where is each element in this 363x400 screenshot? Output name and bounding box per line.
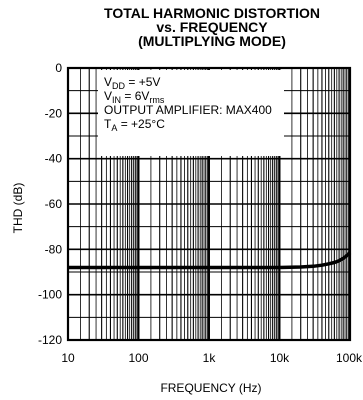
x-tick-label: 1k xyxy=(203,351,217,365)
y-tick-labels: 0 -20 -40 -60 -80 -100 -120 xyxy=(38,61,62,347)
condition-line: VIN = 6Vrms xyxy=(104,89,165,105)
x-tick-label: 10k xyxy=(270,351,290,365)
title-line: (MULTIPLYING MODE) xyxy=(138,33,286,49)
condition-line: VDD = +5V xyxy=(104,75,160,91)
conditions-background xyxy=(98,70,284,156)
y-axis-label: THD (dB) xyxy=(11,183,25,234)
y-tick-label: -40 xyxy=(45,152,63,166)
plot-border xyxy=(66,66,352,342)
y-tick-label: 0 xyxy=(55,61,62,75)
x-tick-label: 100 xyxy=(128,351,148,365)
series xyxy=(68,251,352,270)
title-line: TOTAL HARMONIC DISTORTION xyxy=(104,5,320,21)
condition-line: TA = +25°C xyxy=(104,117,165,133)
y-tick-label: -100 xyxy=(38,288,62,302)
x-axis-label: FREQUENCY (Hz) xyxy=(160,381,261,395)
y-tick-label: -80 xyxy=(45,242,63,256)
title-line: vs. FREQUENCY xyxy=(156,19,268,35)
condition-line: OUTPUT AMPLIFIER: MAX400 xyxy=(104,103,272,117)
thd-series-line xyxy=(68,251,352,270)
x-tick-labels: 10 100 1k 10k 100k xyxy=(61,351,363,365)
plot-frame xyxy=(66,66,352,342)
x-tick-label: 100k xyxy=(336,351,363,365)
y-tick-label: -20 xyxy=(45,106,63,120)
y-tick-label: -60 xyxy=(45,197,63,211)
x-tick-label: 10 xyxy=(61,351,75,365)
y-tick-label: -120 xyxy=(38,333,62,347)
